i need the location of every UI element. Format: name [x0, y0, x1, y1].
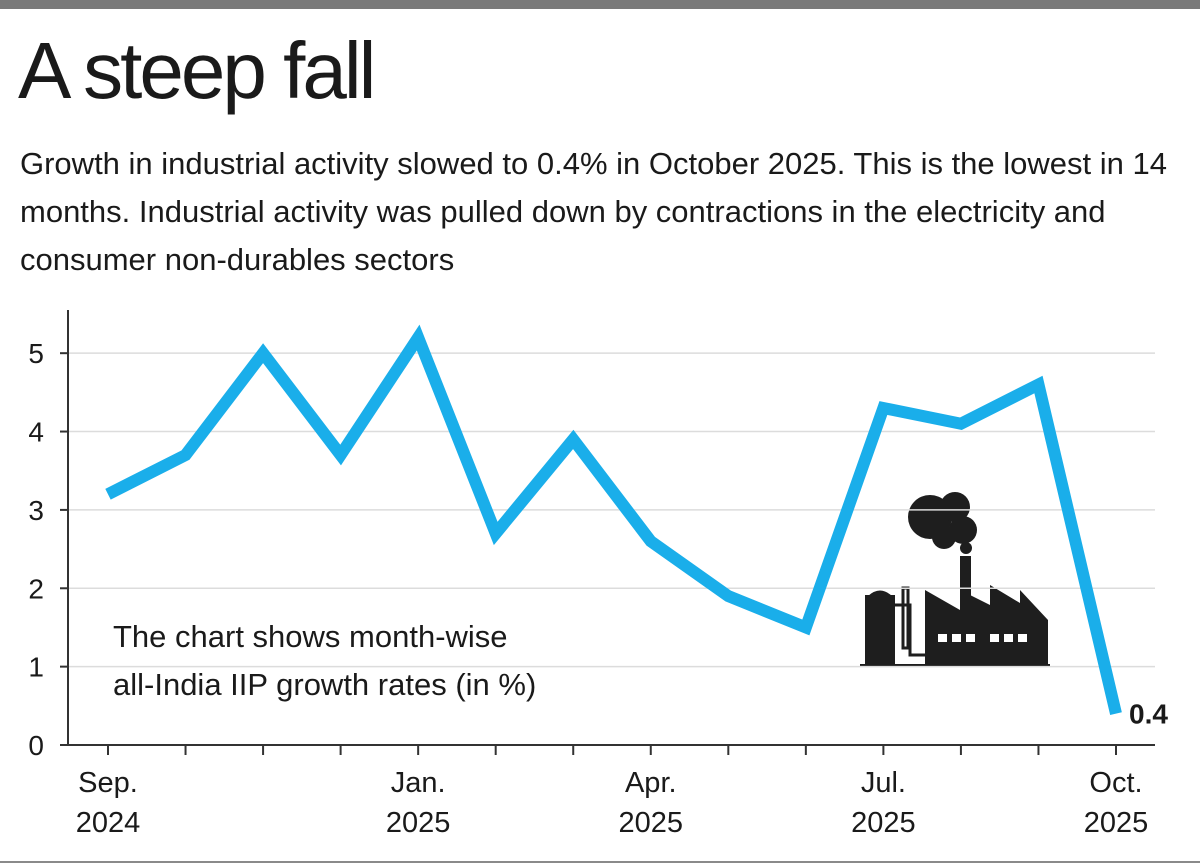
chart-title: A steep fall [18, 26, 376, 115]
y-tick-label: 0 [28, 730, 44, 761]
y-tick-label: 1 [28, 652, 44, 683]
bottom-bar [0, 861, 1200, 863]
data-label: 0.4 [1129, 699, 1168, 730]
x-tick-label: Sep. 2024 [76, 767, 141, 839]
factory-icon [860, 492, 1050, 667]
y-tick-label: 5 [28, 338, 44, 369]
x-tick-label: Jan. 2025 [386, 767, 451, 839]
y-tick-label: 4 [28, 417, 44, 448]
chart-subtitle: Growth in industrial activity slowed to … [20, 146, 1167, 277]
x-tick-label: Oct. 2025 [1084, 767, 1149, 839]
annotation: The chart shows month-wise all-India IIP … [113, 619, 536, 702]
y-tick-label: 3 [28, 495, 44, 526]
data-line [105, 324, 1122, 716]
top-bar [0, 0, 1200, 9]
x-tick-label: Apr. 2025 [619, 767, 684, 839]
y-tick-label: 2 [28, 573, 44, 604]
x-tick-label: Jul. 2025 [851, 767, 916, 839]
